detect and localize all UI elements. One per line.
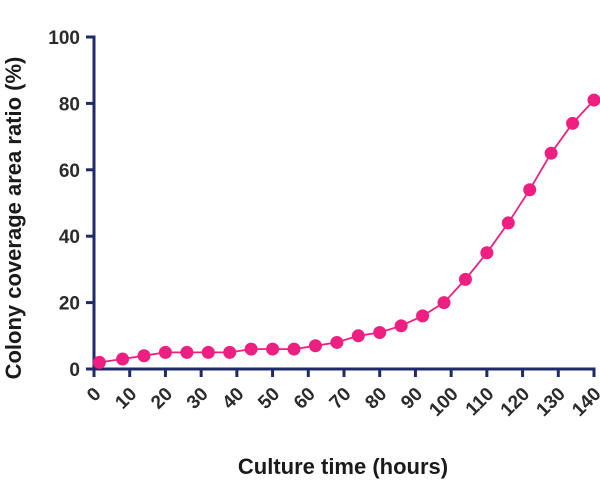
data-point (330, 335, 344, 349)
data-point (244, 342, 258, 356)
data-point (116, 352, 130, 366)
data-point (373, 325, 387, 339)
data-point (587, 93, 600, 107)
x-tick-label: 20 (147, 384, 177, 414)
data-point (92, 355, 106, 369)
data-point (137, 349, 151, 363)
y-tick-label: 40 (59, 227, 80, 248)
data-point (308, 339, 322, 353)
data-point (458, 272, 472, 286)
x-tick-label: 140 (568, 384, 600, 421)
x-tick-label: 50 (254, 384, 284, 414)
x-tick-label: 10 (111, 384, 141, 414)
x-tick-label: 90 (397, 384, 427, 414)
x-tick-label: 100 (425, 384, 462, 421)
data-point (566, 116, 580, 130)
y-tick-label: 0 (69, 360, 80, 381)
data-point (437, 296, 451, 310)
data-point (394, 319, 408, 333)
data-point (158, 345, 172, 359)
series-layer (92, 93, 600, 369)
y-tick-labels: 0 20 40 60 80 100 (48, 28, 80, 381)
y-axis-title: Colony coverage area ratio (%) (1, 57, 26, 380)
x-tick-label: 110 (462, 384, 499, 421)
y-tick-label: 60 (59, 161, 80, 182)
data-point (287, 342, 301, 356)
x-tick-label: 70 (326, 384, 356, 414)
y-tick-label: 80 (59, 94, 80, 115)
data-point (266, 342, 280, 356)
x-tick-label: 130 (533, 384, 570, 421)
data-point (201, 345, 215, 359)
y-tick-label: 100 (48, 28, 80, 49)
x-tick-label: 0 (83, 384, 105, 406)
x-tick-label: 60 (290, 384, 320, 414)
data-point (416, 309, 430, 323)
data-point (351, 329, 365, 343)
x-tick-label: 40 (219, 384, 249, 414)
axes (86, 35, 596, 377)
y-tick-label: 20 (59, 294, 80, 315)
data-point (223, 345, 237, 359)
data-point (480, 246, 494, 260)
data-point (523, 183, 537, 197)
x-axis-title: Culture time (hours) (238, 454, 448, 479)
x-tick-label: 80 (361, 384, 391, 414)
data-point (544, 146, 558, 160)
data-point (501, 216, 515, 230)
data-point (180, 345, 194, 359)
x-tick-label: 30 (183, 384, 213, 414)
x-tick-label: 120 (497, 384, 534, 421)
series-line (99, 99, 595, 364)
